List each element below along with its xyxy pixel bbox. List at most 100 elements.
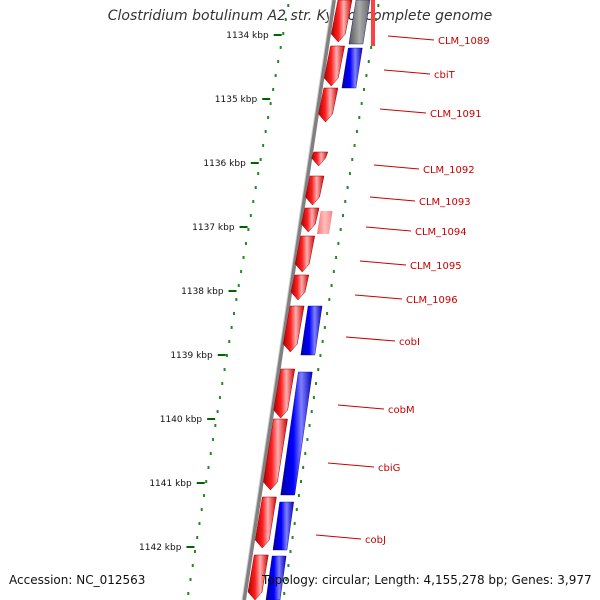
scale-dot xyxy=(207,466,210,469)
scale-dot xyxy=(209,452,212,455)
gene-features xyxy=(247,0,375,600)
label-leader-line xyxy=(373,164,420,170)
scale-dot xyxy=(200,508,203,511)
label-leader-line xyxy=(365,226,412,232)
scale-tick-label: 1142 kbp xyxy=(139,543,182,553)
gene-labels: CLM_1089 cbiT CLM_1091 CLM_1092 CLM_1093 CLM_… xyxy=(315,35,490,546)
scale-dot xyxy=(282,32,285,35)
scale-dot xyxy=(232,312,235,315)
scale-dot xyxy=(257,172,260,175)
scale-dot xyxy=(272,88,275,91)
gc-bar xyxy=(348,0,371,45)
outer-track-dot xyxy=(374,18,377,21)
gene-label: CLM_1096 xyxy=(406,295,458,306)
outer-track-dot xyxy=(315,382,318,385)
scale-dot xyxy=(269,102,272,105)
scale-tick-label: 1137 kbp xyxy=(192,223,235,233)
scale-dot xyxy=(262,144,265,147)
scale-tick-label: 1140 kbp xyxy=(160,415,203,425)
scale-dot xyxy=(214,424,217,427)
scale-dot xyxy=(279,46,282,49)
gene-arrow xyxy=(318,87,339,123)
scale-dot xyxy=(212,438,215,441)
outer-track-dot xyxy=(353,144,356,147)
gc-bar xyxy=(341,47,363,89)
gene-label: CLM_1092 xyxy=(423,165,475,176)
outer-track-dot xyxy=(293,522,296,525)
scale-dot xyxy=(191,564,194,567)
scale-dot xyxy=(230,326,233,329)
gene-label: CLM_1094 xyxy=(415,227,467,238)
scale-dot xyxy=(216,410,219,413)
outer-track-dot xyxy=(302,466,305,469)
gene-arrow xyxy=(247,554,269,600)
label-leader-line xyxy=(345,336,396,342)
outer-track-dot xyxy=(291,536,294,539)
outer-track-dot xyxy=(304,452,307,455)
outer-track-dot xyxy=(326,312,329,315)
scale-tick-label: 1135 kbp xyxy=(215,95,258,105)
scale-tick-label: 1139 kbp xyxy=(170,351,213,361)
label-leader-line xyxy=(383,69,431,75)
map-title: Clostridium botulinum A2 str. Kyoto, com… xyxy=(107,8,493,24)
outer-track-dot xyxy=(358,116,361,119)
outer-track-dot xyxy=(335,256,338,259)
genome-backbone xyxy=(242,0,336,600)
gene-arrow xyxy=(294,235,316,273)
gc-bar xyxy=(272,501,294,551)
scale-dot xyxy=(242,256,245,259)
outer-track-dot xyxy=(377,4,380,7)
outer-track-dot xyxy=(283,592,286,595)
gene-arrow xyxy=(301,207,320,233)
outer-track-dot xyxy=(297,494,300,497)
gc-bar xyxy=(300,305,323,356)
scale-dot xyxy=(254,186,257,189)
gene-label: CLM_1089 xyxy=(438,36,490,47)
gene-arrow xyxy=(323,45,345,87)
scale-tick-label: 1136 kbp xyxy=(203,159,246,169)
gc-bar xyxy=(280,371,313,496)
label-leader-line xyxy=(369,196,416,202)
scale-dot xyxy=(240,270,243,273)
outer-track-dot xyxy=(317,368,320,371)
gene-label: CLM_1091 xyxy=(430,109,482,120)
scale-dot xyxy=(187,592,190,595)
label-leader-line xyxy=(354,294,403,300)
outer-track-dot xyxy=(367,60,370,63)
outer-track-dot xyxy=(332,270,335,273)
scale-dot xyxy=(274,74,277,77)
scale-dot xyxy=(244,242,247,245)
outer-track-dot xyxy=(319,354,322,357)
gc-bar xyxy=(265,555,287,600)
gene-label: cbiG xyxy=(378,463,400,474)
label-leader-line xyxy=(337,404,385,410)
outer-track-dot xyxy=(289,550,292,553)
outer-track-dot xyxy=(351,158,354,161)
outer-track-dot xyxy=(328,298,331,301)
outer-track-dot xyxy=(287,564,290,567)
scale-dot xyxy=(221,382,224,385)
scale-dot xyxy=(225,354,228,357)
gene-arrow xyxy=(311,151,329,167)
gene-label: cobJ xyxy=(365,535,386,546)
scale-dot xyxy=(218,396,221,399)
scale-dot xyxy=(235,298,238,301)
scale-dot xyxy=(193,550,196,553)
genome-summary-text: Topology: circular; Length: 4,155,278 bp… xyxy=(262,573,592,587)
outer-track-dot xyxy=(300,480,303,483)
scale-ticks: 1134 kbp 1135 kbp 1136 kbp 1137 kbp 1138 kbp… xyxy=(139,31,282,553)
gene-arrow xyxy=(273,368,296,419)
scale-dot xyxy=(223,368,226,371)
label-leader-line xyxy=(387,35,435,41)
scale-dot xyxy=(237,284,240,287)
gene-partial xyxy=(317,211,333,234)
outer-track-dot xyxy=(365,74,368,77)
label-leader-line xyxy=(327,462,375,468)
outer-track-dot xyxy=(363,88,366,91)
scale-dot xyxy=(259,158,262,161)
scale-dot xyxy=(264,130,267,133)
gene-arrow xyxy=(330,0,353,43)
scale-tick-label: 1141 kbp xyxy=(149,479,192,489)
scale-tick-label: 1138 kbp xyxy=(181,287,224,297)
outer-track-dot xyxy=(306,438,309,441)
